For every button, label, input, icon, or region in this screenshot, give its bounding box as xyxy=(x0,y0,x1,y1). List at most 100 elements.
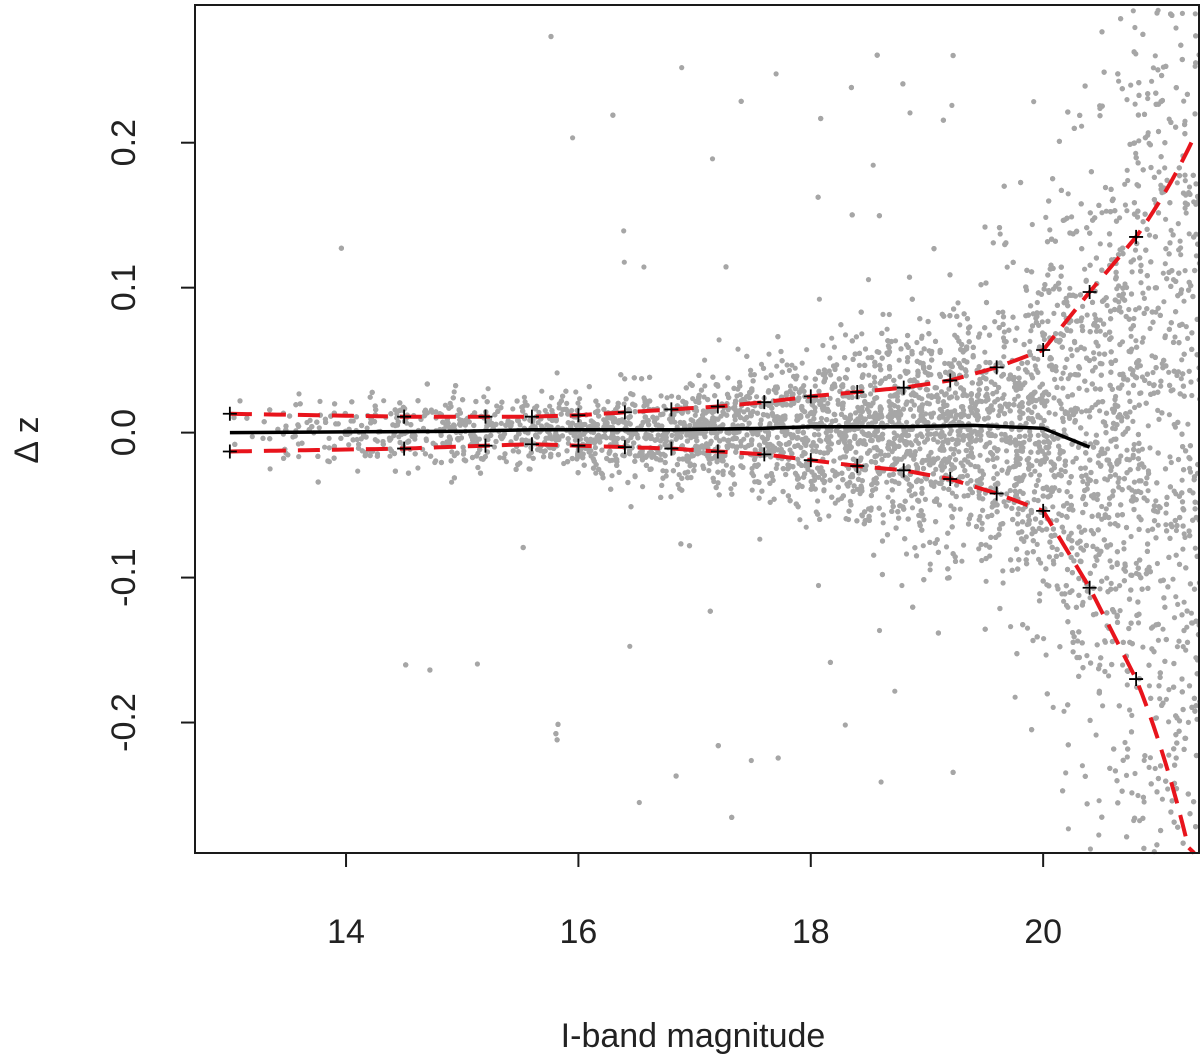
scatter-point xyxy=(1157,696,1163,702)
scatter-point xyxy=(976,546,982,552)
scatter-point xyxy=(876,627,883,634)
scatter-point xyxy=(1107,521,1113,527)
scatter-point xyxy=(1000,568,1006,574)
scatter-point xyxy=(797,517,803,523)
scatter-point xyxy=(1038,310,1044,316)
scatter-point xyxy=(442,402,448,408)
scatter-point xyxy=(491,444,497,450)
scatter-point xyxy=(885,494,891,500)
scatter-point xyxy=(1156,169,1162,175)
scatter-point xyxy=(1038,520,1044,526)
scatter-point xyxy=(322,444,328,450)
scatter-point xyxy=(815,498,821,504)
scatter-point xyxy=(1054,517,1060,523)
scatter-point xyxy=(1065,826,1071,832)
scatter-point xyxy=(884,326,890,332)
scatter-point xyxy=(1179,357,1185,363)
scatter-point xyxy=(1113,357,1119,364)
scatter-point xyxy=(1099,503,1105,510)
scatter-point xyxy=(449,479,455,485)
scatter-point xyxy=(892,338,899,344)
scatter-point xyxy=(1105,446,1111,452)
scatter-point xyxy=(912,491,918,497)
scatter-point xyxy=(1080,303,1086,309)
scatter-point xyxy=(853,449,859,455)
scatter-point xyxy=(1083,431,1089,437)
scatter-point xyxy=(1135,620,1142,626)
scatter-point xyxy=(1174,180,1180,186)
scatter-point xyxy=(1162,165,1168,171)
scatter-point xyxy=(547,403,553,409)
scatter-point xyxy=(1182,205,1188,211)
scatter-point xyxy=(1166,687,1172,693)
scatter-point xyxy=(249,434,255,440)
scatter-point xyxy=(828,372,834,378)
scatter-point xyxy=(914,339,920,346)
scatter-point xyxy=(957,322,963,328)
scatter-point xyxy=(481,394,487,400)
scatter-point xyxy=(1112,426,1118,432)
scatter-point xyxy=(1113,444,1119,450)
scatter-point xyxy=(1008,624,1014,630)
scatter-point xyxy=(1116,283,1122,289)
scatter-point xyxy=(569,407,575,414)
scatter-point xyxy=(919,433,925,440)
scatter-point xyxy=(1116,78,1122,84)
scatter-point xyxy=(1128,333,1134,339)
scatter-point xyxy=(1186,184,1193,190)
scatter-point xyxy=(1036,472,1043,478)
scatter-point xyxy=(1138,280,1144,286)
scatter-point xyxy=(1047,354,1053,361)
scatter-point xyxy=(1126,306,1132,313)
scatter-point xyxy=(956,449,962,455)
scatter-point xyxy=(812,383,818,389)
scatter-point xyxy=(1060,385,1066,391)
scatter-point xyxy=(1133,338,1139,344)
scatter-point xyxy=(564,400,570,406)
scatter-point xyxy=(503,459,509,465)
scatter-point xyxy=(1159,796,1165,802)
scatter-point xyxy=(1138,390,1144,396)
scatter-point xyxy=(995,309,1001,316)
scatter-point xyxy=(818,415,825,421)
scatter-point xyxy=(1000,335,1007,341)
scatter-point xyxy=(1136,138,1142,144)
scatter-point xyxy=(1012,396,1018,402)
scatter-point xyxy=(1129,269,1135,275)
scatter-point xyxy=(1026,461,1032,467)
scatter-point xyxy=(502,431,508,437)
scatter-point xyxy=(1145,95,1151,102)
scatter-point xyxy=(1173,527,1179,534)
scatter-point xyxy=(1041,636,1047,642)
scatter-point xyxy=(1167,454,1173,460)
scatter-point xyxy=(1147,325,1153,332)
scatter-point xyxy=(1127,707,1133,713)
scatter-point xyxy=(1022,433,1028,439)
scatter-point xyxy=(539,388,545,394)
scatter-point xyxy=(1109,564,1115,570)
scatter-point xyxy=(1193,201,1199,207)
scatter-point xyxy=(1062,364,1068,371)
scatter-point xyxy=(1061,598,1067,604)
scatter-point xyxy=(1141,757,1147,764)
scatter-point xyxy=(951,451,957,457)
scatter-point xyxy=(1117,215,1123,221)
scatter-point xyxy=(498,420,504,426)
scatter-point xyxy=(1145,423,1151,429)
scatter-point xyxy=(1069,353,1075,359)
scatter-point xyxy=(1122,181,1128,187)
scatter-point xyxy=(1102,332,1108,338)
scatter-point xyxy=(1084,653,1090,659)
scatter-point xyxy=(1012,694,1018,700)
scatter-point xyxy=(1193,253,1199,259)
scatter-point xyxy=(1039,319,1045,325)
scatter-point xyxy=(387,453,393,459)
scatter-point xyxy=(1026,437,1033,443)
scatter-point xyxy=(827,355,833,361)
scatter-point xyxy=(432,459,438,466)
scatter-point xyxy=(907,406,914,412)
scatter-point xyxy=(773,465,779,471)
scatter-point xyxy=(1079,123,1085,129)
scatter-point xyxy=(676,456,682,462)
